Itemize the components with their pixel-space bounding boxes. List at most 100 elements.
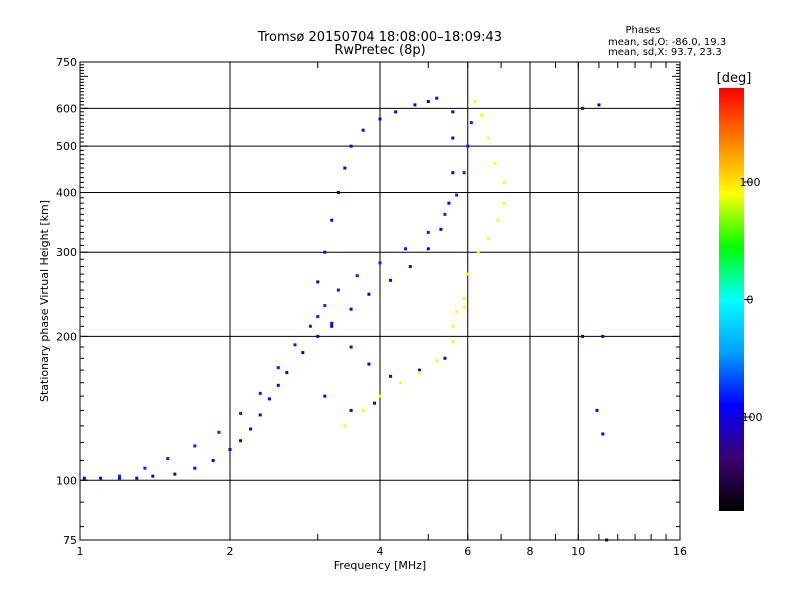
data-point	[462, 171, 466, 175]
data-point	[330, 218, 334, 222]
data-point	[239, 411, 243, 415]
data-points	[82, 96, 609, 542]
x-tick-label: 16	[673, 545, 687, 558]
stats-line-x: mean, sd,X: 93.7, 23.3	[608, 47, 722, 58]
data-point	[349, 144, 353, 148]
data-point	[193, 444, 197, 448]
x-tick-label: 2	[227, 545, 234, 558]
data-point	[143, 466, 147, 470]
data-point	[480, 113, 484, 117]
data-point	[394, 110, 398, 114]
data-point	[455, 310, 459, 314]
x-tick-label: 8	[527, 545, 534, 558]
data-point	[408, 265, 412, 269]
data-point	[258, 391, 262, 395]
data-point	[99, 476, 103, 480]
data-point	[455, 193, 459, 197]
y-axis-label: Stationary phase Virtual Height [km]	[38, 200, 51, 402]
data-point	[466, 144, 470, 148]
y-tick-label: 300	[56, 246, 77, 259]
data-point	[117, 476, 121, 480]
data-point	[417, 371, 421, 375]
data-point	[413, 103, 417, 107]
data-point	[355, 274, 359, 278]
data-point	[276, 383, 280, 387]
data-point	[469, 121, 473, 125]
data-point	[308, 324, 312, 328]
data-point	[267, 397, 271, 401]
data-point	[451, 324, 455, 328]
axis-ticks: 1 2 4 6 8 10 16 75 100 200 300 400 500 600 750	[56, 56, 687, 558]
data-point	[502, 180, 506, 184]
y-tick-label: 600	[56, 102, 77, 115]
data-point	[426, 230, 430, 234]
data-point	[462, 297, 466, 301]
y-tick-label: 750	[56, 56, 77, 69]
data-point	[466, 272, 470, 276]
colorbar-tick-label: 100	[740, 176, 761, 189]
data-point	[336, 288, 340, 292]
y-tick-label: 400	[56, 186, 77, 199]
data-point	[361, 408, 365, 412]
data-point	[217, 430, 221, 434]
data-point	[443, 356, 447, 360]
data-point	[239, 439, 243, 443]
data-point	[316, 334, 320, 338]
data-point	[367, 362, 371, 366]
data-point	[117, 474, 121, 478]
data-point	[417, 368, 421, 372]
data-point	[330, 324, 334, 328]
data-point	[378, 117, 382, 121]
data-point	[486, 136, 490, 140]
data-point	[193, 466, 197, 470]
data-point	[496, 218, 500, 222]
data-point	[316, 315, 320, 319]
stats-line-o: mean, sd,O: -86.0, 19.3	[608, 37, 726, 48]
data-point	[293, 343, 297, 347]
data-point	[462, 305, 466, 309]
y-tick-label: 200	[56, 330, 77, 343]
data-point	[173, 472, 177, 476]
data-point	[399, 381, 403, 385]
x-tick-label: 6	[464, 545, 471, 558]
data-point	[323, 304, 327, 308]
data-point	[451, 340, 455, 344]
colorbar-label: [deg]	[717, 71, 752, 86]
data-point	[166, 457, 170, 461]
data-point	[349, 307, 353, 311]
data-point	[476, 250, 480, 254]
data-point	[336, 190, 340, 194]
data-point	[601, 432, 605, 436]
data-point	[258, 413, 262, 417]
y-tick-label: 75	[63, 534, 77, 547]
data-point	[151, 474, 155, 478]
colorbar	[719, 88, 744, 511]
data-point	[249, 427, 253, 431]
data-point	[135, 476, 139, 480]
data-point	[323, 250, 327, 254]
data-point	[439, 227, 443, 231]
data-point	[349, 408, 353, 412]
data-point	[451, 136, 455, 140]
data-point	[211, 458, 215, 462]
data-point	[426, 100, 430, 104]
data-point	[426, 247, 430, 251]
data-point	[378, 394, 382, 398]
data-point	[581, 106, 585, 110]
colorbar-ticks: 100 0 -100	[738, 176, 763, 424]
data-point	[486, 237, 490, 241]
data-point	[601, 334, 605, 338]
data-point	[389, 374, 393, 378]
data-point	[349, 345, 353, 349]
grid-lines	[80, 62, 680, 540]
data-point	[595, 408, 599, 412]
x-tick-label: 1	[77, 545, 84, 558]
x-tick-label: 10	[571, 545, 585, 558]
data-point	[361, 128, 365, 132]
x-tick-label: 4	[377, 545, 384, 558]
data-point	[493, 161, 497, 165]
data-point	[502, 201, 506, 205]
data-point	[323, 394, 327, 398]
data-point	[228, 447, 232, 451]
